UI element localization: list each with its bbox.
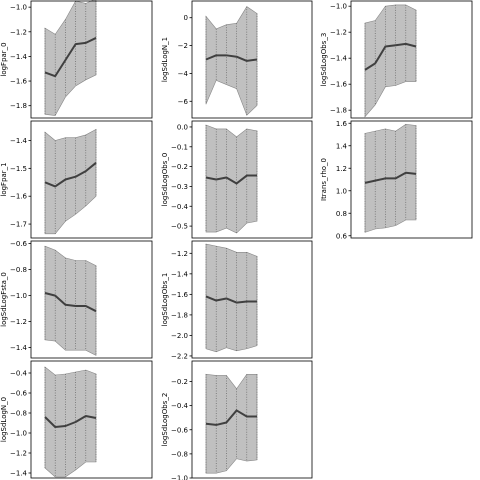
y-tick-label: −0.5 [171, 223, 188, 231]
y-tick-label: 0.0 [177, 123, 188, 131]
y-tick-label: −0.3 [171, 183, 188, 191]
panel-logsdlogobs-0: −0.5 −0.4 −0.3 −0.2 −0.1 0.0 logSdLogObs_0 [161, 120, 313, 239]
y-tick-label: −1.4 [10, 53, 28, 61]
y-tick-label: 0 [184, 14, 188, 22]
y-tick-label: −1.4 [10, 137, 28, 145]
y-axis-label: logSdLogN_0 [0, 397, 8, 442]
axes-frame [350, 120, 473, 239]
panel-logsdlogobs-1: −2.2 −2.0 −1.8 −1.6 −1.4 −1.2 logSdLogObs_1 [161, 240, 313, 360]
y-tick-label: −4 [178, 70, 189, 78]
y-axis-label: logSdLogObs_3 [320, 33, 328, 87]
uncertainty-band [205, 243, 258, 353]
axes-frame [191, 360, 313, 479]
axes-frame [191, 0, 313, 119]
y-tick-label: −0.4 [10, 370, 28, 378]
median-line [205, 295, 257, 304]
uncertainty-band [44, 0, 97, 116]
panel-logsdlogn-1: −6 −4 −2 0 logSdLogN_1 [161, 0, 313, 119]
median-line [364, 171, 417, 184]
y-axis-label: logSdLogObs_0 [161, 153, 169, 207]
y-tick-label: −1.4 [330, 55, 348, 63]
y-tick-label: −1.6 [171, 291, 189, 299]
y-tick-label: −6 [178, 98, 189, 106]
median-line [205, 409, 257, 426]
median-line [205, 174, 257, 185]
y-tick-label: −0.6 [10, 240, 28, 248]
median-line [364, 42, 417, 71]
y-tick-label: −0.6 [171, 426, 189, 434]
y-tick-label: −1.2 [10, 318, 27, 326]
y-tick-label: −0.8 [10, 410, 27, 418]
axes-frame [30, 360, 153, 479]
y-tick-label: −0.8 [10, 266, 27, 274]
y-tick-label: −0.2 [171, 163, 188, 171]
panel-itrans-rho-0: 0.6 0.8 1.0 1.2 1.4 1.6 Itrans_rho_0 [320, 120, 473, 240]
uncertainty-band [44, 366, 97, 478]
uncertainty-band [44, 245, 97, 356]
y-tick-label: −1.2 [10, 450, 27, 458]
y-axis-label: logFpar_0 [0, 42, 8, 76]
panel-logsdlogobs-3: −1.8 −1.6 −1.4 −1.2 −1.0 logSdLogObs_3 [320, 0, 473, 119]
y-tick-label: −0.6 [10, 390, 28, 398]
y-tick-label: −1.6 [330, 81, 348, 89]
y-tick-label: 1.0 [336, 187, 347, 195]
panel-logfpar-1: −1.7 −1.6 −1.5 −1.4 logFpar_1 [0, 120, 153, 239]
y-tick-label: −1.8 [10, 102, 27, 110]
median-line [205, 54, 258, 62]
y-tick-label: −2.2 [171, 352, 188, 360]
y-tick-label: −1.4 [10, 344, 28, 352]
median-line [44, 292, 97, 313]
y-tick-label: −0.2 [171, 378, 188, 386]
y-tick-label: −0.4 [171, 203, 189, 211]
y-tick-label: −1.5 [10, 165, 27, 173]
y-tick-label: −1.0 [330, 3, 347, 11]
axes-frame [191, 240, 313, 359]
y-tick-label: −1.4 [171, 270, 189, 278]
y-tick-label: 0.6 [336, 232, 348, 240]
y-tick-label: −1.0 [10, 292, 27, 300]
y-tick-label: −1.8 [171, 311, 188, 319]
axes-frame [30, 240, 153, 359]
y-tick-label: −1.0 [171, 475, 188, 480]
y-tick-label: −1.0 [10, 4, 27, 12]
y-tick-label: −1.6 [10, 193, 28, 201]
y-tick-label: −1.7 [10, 221, 27, 229]
median-line [44, 37, 97, 78]
axes-frame [350, 0, 473, 119]
panel-logsdlogfsta-0: −1.4 −1.2 −1.0 −0.8 −0.6 logSdLogFsta_0 [0, 240, 153, 359]
y-tick-label: −1.6 [10, 78, 28, 86]
y-tick-label: 1.2 [336, 165, 347, 173]
uncertainty-band [205, 373, 258, 474]
y-tick-label: 0.8 [336, 210, 347, 218]
y-tick-label: −1.0 [10, 430, 27, 438]
y-tick-label: −1.4 [10, 470, 28, 478]
y-axis-label: logSdLogFsta_0 [0, 272, 8, 327]
median-line [44, 415, 97, 428]
y-tick-label: −0.8 [171, 450, 188, 458]
y-tick-label: −1.8 [330, 107, 347, 115]
panel-logfpar-0: −1.8 −1.6 −1.4 −1.2 −1.0 logFpar_0 [0, 0, 153, 119]
y-tick-label: −0.4 [171, 402, 189, 410]
y-tick-label: 1.4 [336, 142, 348, 150]
axes-frame [191, 120, 313, 239]
y-axis-label: logSdLogObs_2 [161, 393, 169, 447]
y-tick-label: −1.2 [171, 250, 188, 258]
y-axis-label: logFpar_1 [0, 162, 8, 196]
axes-frame [30, 120, 153, 239]
panel-logsdlogn-0: −1.4 −1.2 −1.0 −0.8 −0.6 −0.4 logSdLogN_0 [0, 360, 153, 479]
y-axis-label: logSdLogObs_1 [161, 273, 169, 327]
median-line [44, 162, 97, 188]
y-tick-label: −1.2 [10, 28, 27, 36]
y-tick-label: −1.2 [330, 29, 347, 37]
y-tick-label: −2 [178, 42, 188, 50]
y-axis-label: Itrans_rho_0 [320, 158, 328, 201]
y-axis-label: logSdLogN_1 [161, 37, 169, 82]
axes-frame [30, 0, 153, 119]
y-tick-label: −0.1 [171, 143, 188, 151]
y-tick-label: 1.6 [336, 120, 348, 128]
y-tick-label: −2.0 [171, 332, 188, 340]
